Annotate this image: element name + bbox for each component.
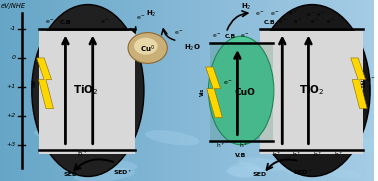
Ellipse shape — [226, 166, 266, 177]
Text: h$^+$: h$^+$ — [313, 151, 323, 159]
Text: CuO: CuO — [234, 88, 255, 97]
Text: H$_2$: H$_2$ — [146, 8, 157, 19]
Text: SED$^+$: SED$^+$ — [293, 169, 313, 177]
Text: e$^-$: e$^-$ — [223, 79, 233, 87]
Polygon shape — [351, 58, 367, 109]
Ellipse shape — [134, 38, 158, 55]
Text: SED: SED — [64, 172, 78, 177]
Text: eV/NHE: eV/NHE — [1, 3, 26, 9]
Text: e$^-$: e$^-$ — [288, 11, 299, 18]
Text: UV: UV — [361, 79, 366, 87]
Text: -1: -1 — [10, 26, 16, 31]
Text: +2: +2 — [7, 113, 16, 118]
Ellipse shape — [277, 161, 322, 177]
Ellipse shape — [74, 168, 135, 181]
Ellipse shape — [324, 170, 361, 178]
Text: e$^-$: e$^-$ — [310, 18, 319, 26]
Text: H$_2$O: H$_2$O — [184, 43, 201, 53]
Text: H$_2$: H$_2$ — [242, 2, 252, 12]
Ellipse shape — [228, 162, 261, 178]
Ellipse shape — [34, 131, 91, 144]
Text: e$^-$: e$^-$ — [278, 18, 287, 26]
Text: h$^+$: h$^+$ — [333, 151, 343, 159]
Text: UV: UV — [31, 79, 36, 87]
Bar — [210, 43, 273, 141]
Text: +1: +1 — [7, 84, 16, 89]
Text: e$^-$: e$^-$ — [212, 32, 221, 40]
Text: e$^-$: e$^-$ — [136, 14, 146, 22]
Text: h$^+$: h$^+$ — [239, 142, 248, 150]
Text: e$^-$: e$^-$ — [255, 11, 265, 18]
Ellipse shape — [208, 36, 274, 145]
Text: e$^-$: e$^-$ — [293, 18, 302, 26]
Text: e$^-$: e$^-$ — [326, 18, 335, 26]
Text: TiO$_2$: TiO$_2$ — [73, 84, 99, 97]
Polygon shape — [206, 67, 223, 118]
Ellipse shape — [254, 5, 370, 176]
Text: e$^-$: e$^-$ — [45, 18, 56, 26]
Text: e$^-$: e$^-$ — [366, 76, 376, 84]
Ellipse shape — [89, 159, 137, 171]
Text: SED$^+$: SED$^+$ — [113, 169, 133, 177]
Text: e$^-$: e$^-$ — [100, 18, 110, 26]
Text: h$^+$: h$^+$ — [272, 151, 282, 159]
Text: e$^-$: e$^-$ — [175, 30, 184, 37]
Text: C.B: C.B — [263, 20, 275, 25]
Text: +3: +3 — [7, 142, 16, 147]
Ellipse shape — [78, 149, 110, 165]
Bar — [260, 31, 363, 154]
Text: h$^+$: h$^+$ — [216, 142, 226, 150]
Text: h$^+$: h$^+$ — [77, 149, 88, 159]
Text: SED: SED — [253, 172, 267, 177]
Text: e$^-$: e$^-$ — [270, 11, 280, 18]
Text: 0: 0 — [12, 55, 16, 60]
Text: h$^+$: h$^+$ — [293, 151, 302, 159]
Ellipse shape — [238, 157, 285, 171]
Text: Vis: Vis — [200, 88, 205, 96]
Polygon shape — [37, 58, 53, 109]
Ellipse shape — [128, 33, 167, 63]
Ellipse shape — [145, 130, 200, 146]
Text: Cu$^0$: Cu$^0$ — [140, 43, 155, 54]
Ellipse shape — [290, 158, 324, 171]
Text: V.B: V.B — [235, 153, 247, 159]
Text: C.B: C.B — [60, 20, 71, 25]
Text: TiO$_2$: TiO$_2$ — [299, 84, 325, 97]
Text: C.B: C.B — [225, 34, 236, 39]
Ellipse shape — [32, 5, 144, 176]
Text: e$^-$: e$^-$ — [240, 32, 250, 40]
Text: e$^-$ e$^-$: e$^-$ e$^-$ — [307, 12, 325, 19]
Bar — [39, 31, 135, 154]
Ellipse shape — [325, 137, 378, 153]
